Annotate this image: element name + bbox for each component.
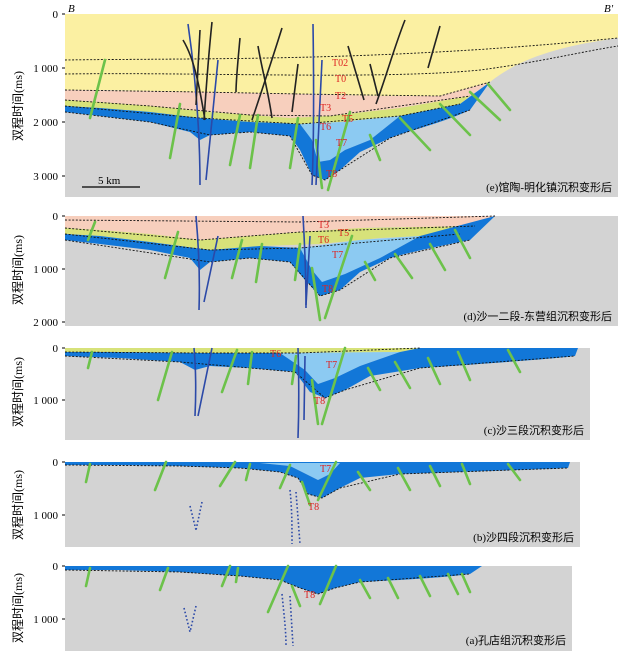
panel-b-dotted-faults bbox=[189, 489, 301, 545]
panel-d-green-faults bbox=[86, 220, 472, 322]
panel-b-horizon-labels: T7 T8 bbox=[308, 464, 331, 513]
panel-e-paleogene-layer bbox=[65, 82, 490, 118]
panel-e-label-T0: T0 bbox=[335, 74, 346, 85]
panel-e-label-T7: T7 bbox=[336, 138, 347, 149]
panel-a-ylabel: 双程时间(ms) bbox=[10, 573, 25, 643]
panel-d-tick: 2 000 bbox=[33, 317, 58, 329]
panel-b-es3-layer bbox=[260, 463, 340, 480]
panel-a-tick: 0 bbox=[53, 561, 59, 573]
panel-e-green-faults bbox=[88, 58, 512, 192]
panel-b-horizons bbox=[64, 464, 569, 499]
panel-c-es4-layer bbox=[65, 348, 578, 398]
panel-b-caption: (b)沙四段沉积变形后 bbox=[473, 530, 574, 544]
panel-a-caption: (a)孔店组沉积变形后 bbox=[466, 633, 566, 647]
panel-e: T02 T0 T2 T3 T6 T5 T7 T8 5 km B B' 0 1 0… bbox=[10, 3, 619, 197]
panel-b: T7 T8 0 1 000 双程时间(ms) (b)沙四段沉积变形后 bbox=[10, 457, 580, 547]
panel-d-label-T6: T6 bbox=[318, 235, 329, 246]
panel-d-tick: 1 000 bbox=[33, 264, 58, 276]
panel-e-label-T02: T02 bbox=[332, 58, 348, 69]
panel-c-label-T7: T7 bbox=[326, 360, 337, 371]
panel-a-label-T8: T8 bbox=[304, 590, 315, 601]
panel-c-horizons bbox=[64, 347, 576, 399]
panel-b-label-T7: T7 bbox=[320, 464, 331, 475]
panel-d-tick: 0 bbox=[53, 211, 59, 223]
panel-c-blue-faults bbox=[193, 347, 306, 439]
panel-e-es1-layer bbox=[65, 96, 470, 124]
panel-c-axis: 0 1 000 双程时间(ms) bbox=[10, 343, 65, 427]
panel-e-label-T8: T8 bbox=[326, 169, 337, 180]
panel-e-axis: 0 1 000 2 000 3 000 双程时间(ms) bbox=[10, 9, 65, 183]
panel-e-label-T5: T5 bbox=[342, 114, 353, 125]
panel-e-ylabel: 双程时间(ms) bbox=[10, 71, 25, 141]
panel-b-label-T8: T8 bbox=[308, 502, 319, 513]
corner-label-left: B bbox=[68, 3, 75, 15]
panel-e-es4-layer bbox=[65, 82, 490, 180]
panel-b-es4-layer bbox=[65, 462, 570, 498]
panel-a-axis: 0 1 000 双程时间(ms) bbox=[10, 561, 65, 643]
panel-d-label-T7: T7 bbox=[332, 250, 343, 261]
panel-e-es3-layer bbox=[300, 116, 400, 162]
panel-b-green-faults bbox=[84, 460, 522, 507]
panel-a-dotted-faults bbox=[183, 593, 294, 647]
panel-c-es1-layer bbox=[65, 348, 420, 353]
panel-d-es3-layer bbox=[300, 236, 420, 282]
panel-b-tick: 1 000 bbox=[33, 510, 58, 522]
panel-a-tick: 1 000 bbox=[33, 614, 58, 626]
panel-d-blue-faults bbox=[195, 215, 311, 311]
panel-d-label-T8: T8 bbox=[322, 284, 333, 295]
panel-e-neogene-layer bbox=[65, 14, 618, 96]
panel-e-label-T3: T3 bbox=[320, 103, 331, 114]
panel-a-es4-layer bbox=[65, 566, 482, 594]
panel-e-tick: 2 000 bbox=[33, 117, 58, 129]
panel-c-green-faults bbox=[86, 346, 522, 426]
panel-b-tick: 0 bbox=[53, 457, 59, 469]
panel-d-paleogene-layer bbox=[65, 216, 495, 240]
panel-e-black-faults bbox=[182, 19, 441, 121]
panel-e-horizons bbox=[64, 37, 619, 181]
panel-c-ylabel: 双程时间(ms) bbox=[10, 357, 25, 427]
panel-d-label-T3: T3 bbox=[318, 220, 329, 231]
panel-a: T8 0 1 000 双程时间(ms) (a)孔店组沉积变形后 bbox=[10, 561, 572, 651]
panel-b-axis: 0 1 000 双程时间(ms) bbox=[10, 457, 65, 540]
panel-b-ylabel: 双程时间(ms) bbox=[10, 470, 25, 540]
panel-c-label-T6: T6 bbox=[270, 349, 281, 360]
panel-e-tick: 0 bbox=[53, 9, 59, 21]
panel-d-caption: (d)沙一二段-东营组沉积变形后 bbox=[464, 309, 613, 323]
panel-c-tick: 0 bbox=[53, 343, 59, 355]
panel-d-es1-layer bbox=[65, 226, 475, 250]
panel-e-label-T6: T6 bbox=[320, 122, 331, 133]
panel-d-label-T5: T5 bbox=[338, 228, 349, 239]
panel-e-tick: 1 000 bbox=[33, 63, 58, 75]
panel-c-caption: (c)沙三段沉积变形后 bbox=[484, 423, 584, 437]
panel-d-horizon-labels: T3 T6 T5 T7 T8 bbox=[318, 220, 349, 295]
panel-e-tick: 3 000 bbox=[33, 171, 58, 183]
panel-a-green-faults bbox=[84, 564, 472, 614]
panel-e-caption: (e)馆陶-明化镇沉积变形后 bbox=[486, 180, 612, 194]
panel-c: T6 T7 T8 0 1 000 双程时间(ms) (c)沙三段沉积变形后 bbox=[10, 343, 590, 440]
panel-d-es4-layer bbox=[65, 216, 495, 296]
panel-d-ylabel: 双程时间(ms) bbox=[10, 235, 25, 305]
panel-a-horizons bbox=[64, 569, 471, 595]
panel-c-label-T8: T8 bbox=[314, 396, 325, 407]
panel-e-blue-faults bbox=[187, 23, 323, 186]
panel-e-horizon-labels: T02 T0 T2 T3 T6 T5 T7 T8 bbox=[320, 58, 353, 180]
corner-label-right: B' bbox=[604, 3, 614, 15]
panel-c-tick: 1 000 bbox=[33, 395, 58, 407]
panel-e-label-T2: T2 bbox=[335, 91, 346, 102]
panel-d: T3 T6 T5 T7 T8 0 1 000 2 000 双程时间(ms) (d… bbox=[10, 211, 618, 329]
scale-bar-label: 5 km bbox=[98, 175, 121, 187]
panel-c-horizon-labels: T6 T7 T8 bbox=[270, 349, 337, 407]
panel-d-axis: 0 1 000 2 000 双程时间(ms) bbox=[10, 211, 65, 329]
